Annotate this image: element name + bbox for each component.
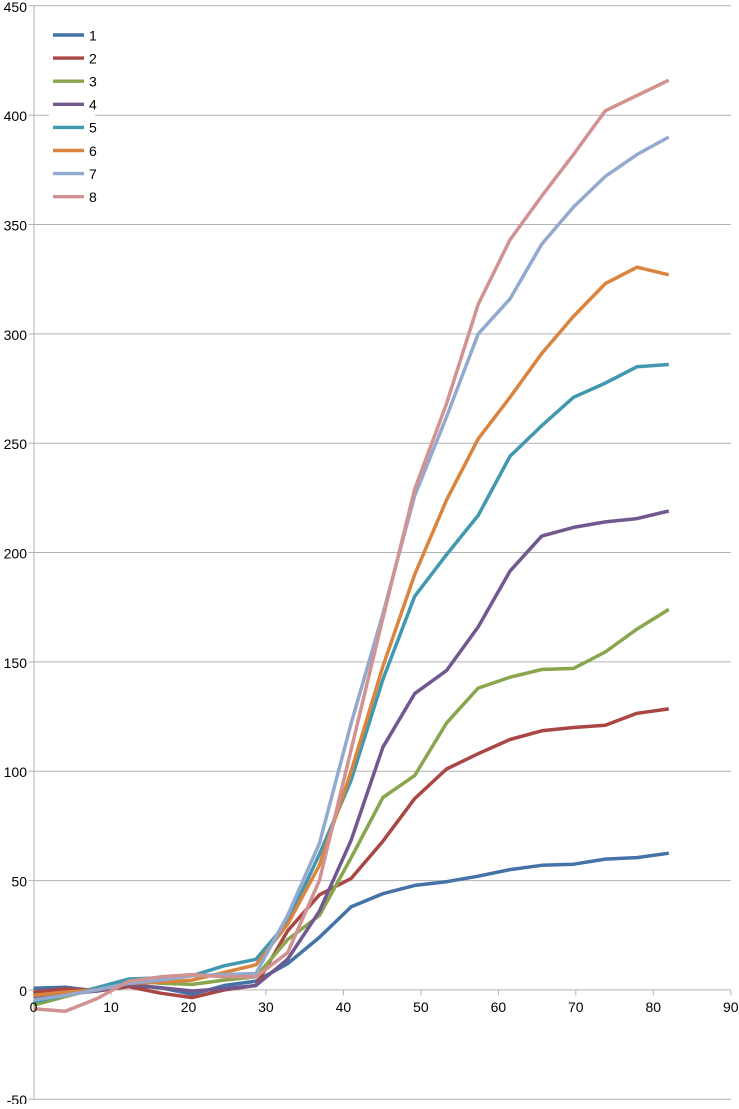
- svg-text:-50: -50: [7, 1092, 27, 1104]
- svg-text:20: 20: [181, 999, 197, 1015]
- svg-text:6: 6: [89, 143, 97, 159]
- svg-text:400: 400: [4, 108, 28, 124]
- svg-text:30: 30: [258, 999, 274, 1015]
- svg-text:1: 1: [89, 27, 97, 43]
- svg-text:70: 70: [568, 999, 584, 1015]
- svg-text:50: 50: [413, 999, 429, 1015]
- svg-text:100: 100: [4, 764, 28, 780]
- svg-text:450: 450: [4, 0, 28, 15]
- svg-text:0: 0: [19, 983, 27, 999]
- svg-text:90: 90: [723, 999, 739, 1015]
- svg-text:2: 2: [89, 50, 97, 66]
- svg-text:7: 7: [89, 166, 97, 182]
- svg-text:250: 250: [4, 436, 28, 452]
- svg-text:3: 3: [89, 74, 97, 90]
- svg-text:150: 150: [4, 655, 28, 671]
- svg-text:40: 40: [336, 999, 352, 1015]
- svg-text:200: 200: [4, 546, 28, 562]
- svg-text:300: 300: [4, 327, 28, 343]
- svg-text:5: 5: [89, 120, 97, 136]
- svg-text:80: 80: [646, 999, 662, 1015]
- svg-text:60: 60: [491, 999, 507, 1015]
- svg-text:10: 10: [103, 999, 119, 1015]
- svg-text:4: 4: [89, 97, 97, 113]
- svg-text:8: 8: [89, 189, 97, 205]
- svg-text:50: 50: [11, 874, 27, 890]
- svg-text:0: 0: [30, 999, 38, 1015]
- svg-text:350: 350: [4, 218, 28, 234]
